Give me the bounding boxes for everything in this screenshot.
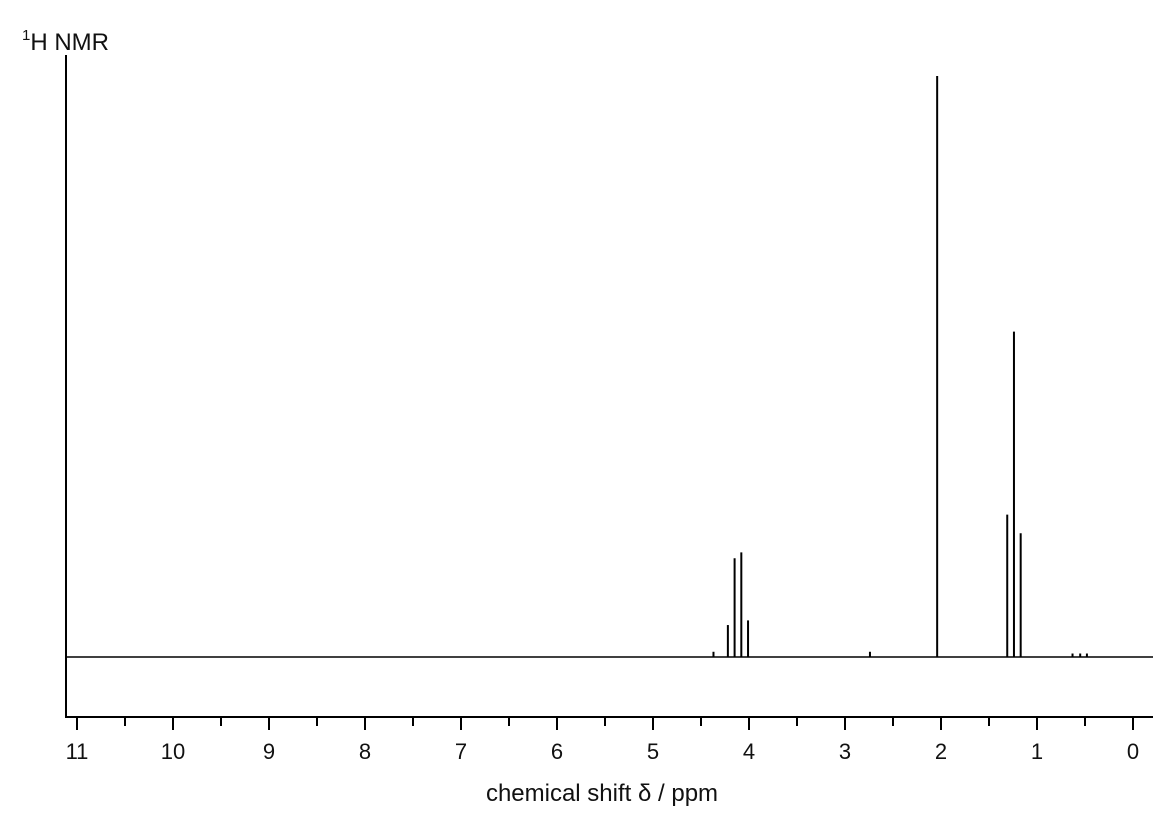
x-tick-label: 7 bbox=[455, 739, 467, 764]
chart-title: 1H NMR bbox=[22, 27, 109, 56]
spectrum-peaks bbox=[712, 76, 1088, 657]
x-tick-label: 6 bbox=[551, 739, 563, 764]
x-axis-ticks bbox=[76, 717, 1134, 730]
x-axis-label: chemical shift δ / ppm bbox=[486, 780, 718, 807]
x-tick-label: 5 bbox=[647, 739, 659, 764]
x-tick-label: 3 bbox=[839, 739, 851, 764]
x-tick-label: 10 bbox=[161, 739, 185, 764]
x-axis-tick-labels: 11 10 9 8 7 6 5 4 3 2 1 0 bbox=[66, 739, 1140, 764]
x-tick-label: 0 bbox=[1127, 739, 1139, 764]
x-tick-label: 9 bbox=[263, 739, 275, 764]
x-tick-label: 4 bbox=[743, 739, 755, 764]
x-tick-label: 11 bbox=[66, 739, 89, 764]
x-tick-label: 8 bbox=[359, 739, 371, 764]
x-tick-label: 1 bbox=[1031, 739, 1043, 764]
x-tick-label: 2 bbox=[935, 739, 947, 764]
title-main: H NMR bbox=[30, 29, 109, 56]
title-superscript: 1 bbox=[22, 27, 30, 44]
